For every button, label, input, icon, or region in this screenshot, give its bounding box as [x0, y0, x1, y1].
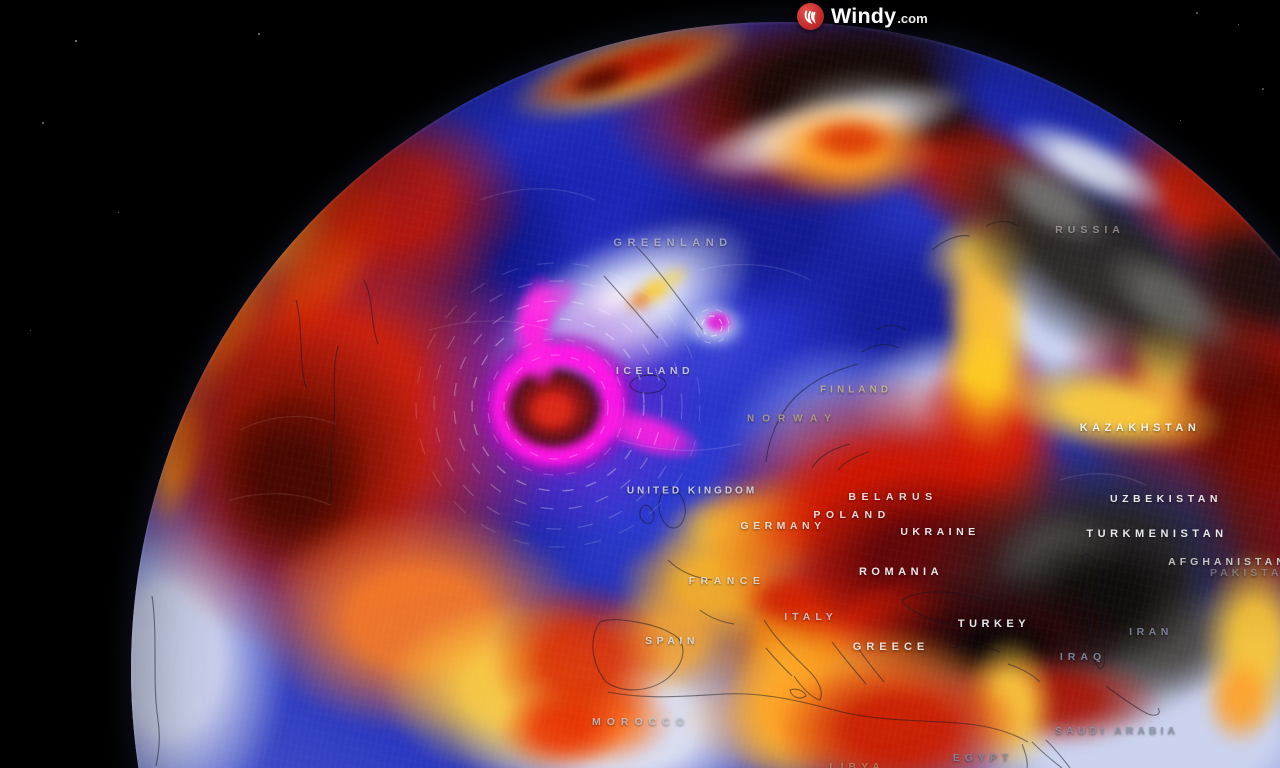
star — [258, 33, 260, 35]
star — [30, 330, 31, 331]
globe[interactable] — [131, 22, 1280, 768]
star — [1262, 88, 1264, 90]
brand-name: Windy — [831, 4, 897, 28]
star — [118, 212, 119, 213]
star — [1238, 24, 1239, 25]
wind-particle-texture — [131, 22, 1280, 768]
windy-logo-text: Windy .com — [831, 4, 928, 29]
star — [75, 40, 77, 42]
star — [42, 122, 44, 124]
star — [1196, 12, 1198, 14]
windy-logo[interactable]: Windy .com — [797, 3, 928, 30]
windy-logo-icon — [797, 3, 824, 30]
brand-tld: .com — [897, 11, 928, 26]
